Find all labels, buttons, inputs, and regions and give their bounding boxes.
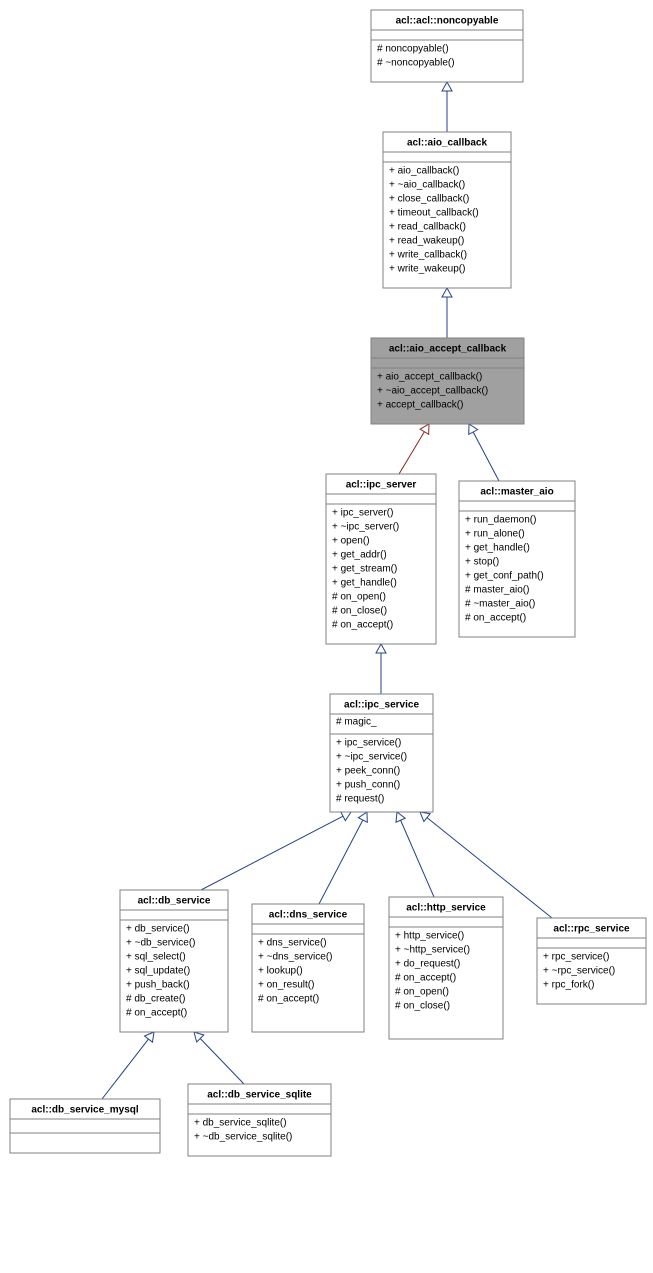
class-db_service_mysql[interactable]: acl::db_service_mysql (10, 1099, 160, 1153)
class-operation: # ~noncopyable() (377, 57, 455, 68)
uml-diagram: acl::acl::noncopyable# noncopyable()# ~n… (4, 4, 653, 1269)
class-operation: # on_close() (395, 1000, 450, 1011)
edge-http_service-to-ipc_service (401, 820, 434, 897)
class-operation: + aio_accept_callback() (377, 371, 482, 382)
edge-ipc_server-to-aio_accept_callback (399, 432, 424, 474)
class-operation: + ~aio_accept_callback() (377, 385, 488, 396)
class-operation: + ~db_service() (126, 937, 195, 948)
class-title: acl::ipc_server (346, 480, 417, 491)
inheritance-arrowhead-icon (420, 812, 430, 822)
class-operation: + sql_update() (126, 965, 190, 976)
class-operation: # on_accept() (465, 612, 526, 623)
class-ipc_service[interactable]: acl::ipc_service# magic_+ ipc_service()+… (330, 694, 433, 812)
class-operation: + db_service_sqlite() (194, 1117, 287, 1128)
inheritance-arrowhead-icon (376, 644, 386, 653)
class-operation: + timeout_callback() (389, 207, 479, 218)
class-operation: + http_service() (395, 930, 464, 941)
class-noncopyable[interactable]: acl::acl::noncopyable# noncopyable()# ~n… (371, 10, 523, 82)
class-operation: # db_create() (126, 993, 185, 1004)
class-title: acl::http_service (406, 903, 486, 914)
edge-db_service-to-ipc_service (201, 816, 343, 890)
class-operation: # on_close() (332, 605, 387, 616)
class-operation: + ~rpc_service() (543, 965, 615, 976)
class-title: acl::db_service_sqlite (207, 1090, 312, 1101)
class-operation: # on_accept() (395, 972, 456, 983)
class-operation: + push_conn() (336, 779, 400, 790)
class-operation: + run_alone() (465, 528, 525, 539)
class-aio_accept_callback[interactable]: acl::aio_accept_callback+ aio_accept_cal… (371, 338, 524, 424)
class-operation: + rpc_fork() (543, 979, 594, 990)
inheritance-arrowhead-icon (442, 82, 452, 91)
class-title: acl::db_service_mysql (31, 1105, 139, 1116)
class-title: acl::rpc_service (553, 924, 630, 935)
class-operation: + write_wakeup() (389, 263, 465, 274)
edge-dns_service-to-ipc_service (319, 820, 363, 904)
class-operation: + close_callback() (389, 193, 469, 204)
class-db_service[interactable]: acl::db_service+ db_service()+ ~db_servi… (120, 890, 228, 1032)
class-operation: + ~ipc_server() (332, 521, 399, 532)
class-operation: + aio_callback() (389, 165, 459, 176)
class-db_service_sqlite[interactable]: acl::db_service_sqlite+ db_service_sqlit… (188, 1084, 331, 1156)
class-operation: + get_conf_path() (465, 570, 544, 581)
edge-db_service_sqlite-to-db_service (200, 1038, 244, 1084)
class-rpc_service[interactable]: acl::rpc_service+ rpc_service()+ ~rpc_se… (537, 918, 646, 1004)
class-dns_service[interactable]: acl::dns_service+ dns_service()+ ~dns_se… (252, 904, 364, 1032)
inheritance-arrowhead-icon (442, 288, 452, 297)
class-title: acl::aio_accept_callback (389, 344, 507, 355)
class-operation: + write_callback() (389, 249, 467, 260)
class-operation: + on_result() (258, 979, 314, 990)
class-operation: # on_accept() (126, 1007, 187, 1018)
class-title: acl::ipc_service (344, 700, 419, 711)
class-attribute: # magic_ (336, 716, 377, 727)
class-operation: + ~aio_callback() (389, 179, 465, 190)
class-operation: + lookup() (258, 965, 303, 976)
class-operation: + stop() (465, 556, 499, 567)
class-http_service[interactable]: acl::http_service+ http_service()+ ~http… (389, 897, 503, 1039)
class-operation: + sql_select() (126, 951, 186, 962)
class-title: acl::master_aio (480, 487, 553, 498)
class-operation: # on_open() (395, 986, 449, 997)
class-operation: # on_accept() (332, 619, 393, 630)
class-operation: + ~dns_service() (258, 951, 332, 962)
edge-master_aio-to-aio_accept_callback (473, 432, 499, 481)
class-operation: + ~db_service_sqlite() (194, 1131, 292, 1142)
class-operation: + ipc_service() (336, 737, 401, 748)
class-master_aio[interactable]: acl::master_aio+ run_daemon()+ run_alone… (459, 481, 575, 637)
class-operation: + get_stream() (332, 563, 397, 574)
class-operation: + read_callback() (389, 221, 466, 232)
class-operation: # on_accept() (258, 993, 319, 1004)
class-ipc_server[interactable]: acl::ipc_server+ ipc_server()+ ~ipc_serv… (326, 474, 436, 644)
class-operation: + run_daemon() (465, 514, 536, 525)
class-operation: + ~ipc_service() (336, 751, 407, 762)
class-operation: # master_aio() (465, 584, 529, 595)
class-title: acl::acl::noncopyable (396, 16, 499, 27)
class-operation: + rpc_service() (543, 951, 609, 962)
class-operation: + peek_conn() (336, 765, 400, 776)
class-operation: + get_handle() (465, 542, 530, 553)
class-operation: + ~http_service() (395, 944, 470, 955)
class-operation: # on_open() (332, 591, 386, 602)
inheritance-arrowhead-icon (420, 424, 429, 434)
inheritance-arrowhead-icon (396, 812, 405, 822)
class-title: acl::db_service (138, 896, 211, 907)
class-title: acl::dns_service (269, 910, 348, 921)
edge-db_service_mysql-to-db_service (102, 1039, 148, 1099)
class-aio_callback[interactable]: acl::aio_callback+ aio_callback()+ ~aio_… (383, 132, 511, 288)
class-operation: + accept_callback() (377, 399, 463, 410)
class-operation: + dns_service() (258, 937, 327, 948)
class-operation: + open() (332, 535, 370, 546)
class-operation: + db_service() (126, 923, 190, 934)
inheritance-arrowhead-icon (145, 1032, 154, 1042)
class-operation: + get_handle() (332, 577, 397, 588)
class-operation: # ~master_aio() (465, 598, 535, 609)
class-operation: + get_addr() (332, 549, 387, 560)
class-operation: + read_wakeup() (389, 235, 464, 246)
class-operation: + do_request() (395, 958, 460, 969)
class-operation: # request() (336, 793, 384, 804)
class-operation: + push_back() (126, 979, 190, 990)
class-title: acl::aio_callback (407, 138, 487, 149)
class-operation: + ipc_server() (332, 507, 393, 518)
class-operation: # noncopyable() (377, 43, 449, 54)
